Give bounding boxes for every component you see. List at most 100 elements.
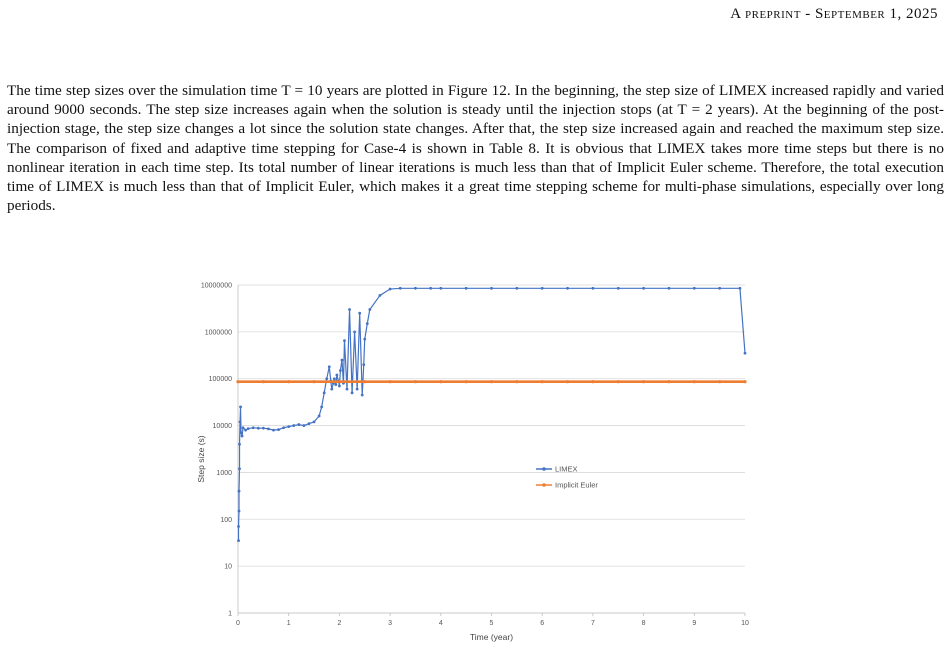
data-point	[340, 358, 344, 362]
series-limex	[237, 286, 747, 543]
data-point	[378, 293, 382, 297]
data-point	[353, 330, 357, 334]
data-point	[246, 427, 250, 431]
x-tick-label: 6	[540, 620, 544, 627]
x-tick-label: 10	[741, 620, 749, 627]
data-point	[345, 387, 349, 391]
data-point	[237, 539, 240, 543]
data-point	[429, 286, 433, 290]
data-point	[360, 393, 364, 397]
step-size-figure: 1 10 100 1000 10000 100000 1000000 10000000 0 1 2 3…	[190, 278, 770, 650]
data-point	[388, 287, 392, 291]
data-point	[292, 424, 296, 427]
data-point	[489, 380, 494, 384]
y-axis-title: Step size (s)	[196, 435, 206, 482]
data-point	[307, 422, 311, 426]
data-point	[566, 286, 569, 290]
x-tick-label: 5	[490, 620, 494, 627]
data-point	[515, 380, 519, 384]
data-point	[339, 369, 342, 372]
data-point	[237, 509, 241, 513]
data-point	[667, 286, 671, 290]
data-point	[261, 426, 265, 430]
data-point	[464, 286, 468, 290]
data-point	[490, 286, 493, 290]
data-point	[365, 322, 369, 326]
data-point	[398, 286, 402, 290]
x-axis-title: Time (year)	[470, 632, 513, 642]
y-tick-label: 1000000	[205, 329, 232, 336]
data-point	[350, 391, 354, 395]
body-paragraph: The time step sizes over the simulation …	[7, 82, 944, 215]
data-point	[272, 428, 275, 432]
data-point	[642, 286, 645, 290]
running-head: A preprint - September 1, 2025	[730, 6, 938, 22]
data-point	[616, 286, 620, 290]
data-point	[256, 426, 260, 430]
x-tick-label: 3	[388, 620, 392, 627]
data-point	[591, 380, 595, 384]
data-point	[287, 425, 291, 429]
data-point	[335, 373, 339, 377]
data-point	[464, 380, 468, 384]
data-point	[312, 380, 316, 384]
data-point	[692, 286, 696, 290]
data-point	[337, 380, 341, 384]
legend-entry: LIMEX	[536, 465, 578, 474]
data-point	[743, 380, 747, 384]
data-point	[251, 426, 255, 430]
data-point	[325, 377, 329, 381]
y-tick-label: 10	[224, 564, 232, 571]
data-point	[237, 489, 241, 493]
data-point	[368, 308, 372, 311]
x-tick-label: 2	[337, 620, 341, 627]
x-tick-label: 0	[236, 620, 240, 627]
data-point	[338, 384, 341, 388]
data-point	[642, 380, 646, 384]
data-point	[363, 380, 367, 384]
x-tick-label: 7	[591, 620, 595, 627]
data-point	[277, 428, 280, 432]
data-point	[237, 525, 240, 528]
data-point	[355, 387, 359, 391]
data-point	[332, 377, 336, 381]
data-point	[343, 339, 346, 343]
data-point	[282, 426, 286, 430]
series-implicit-euler	[236, 380, 747, 384]
data-point	[297, 423, 301, 426]
data-point	[322, 391, 326, 395]
data-point	[261, 380, 265, 384]
data-point	[718, 380, 722, 384]
y-tick-label: 100	[220, 517, 232, 524]
legend-swatch-marker	[542, 467, 546, 471]
x-tick-label: 8	[642, 620, 646, 627]
data-point	[363, 337, 367, 341]
y-tick-label: 100000	[209, 376, 232, 383]
data-point	[244, 428, 248, 432]
legend-label: Implicit Euler	[555, 481, 598, 490]
legend-entry: Implicit Euler	[536, 481, 598, 490]
data-point	[330, 387, 334, 391]
data-point	[388, 380, 392, 384]
data-point	[238, 420, 242, 424]
data-point	[540, 286, 544, 290]
data-point	[743, 351, 747, 355]
data-point	[334, 383, 338, 386]
x-tick-label: 4	[439, 620, 443, 627]
data-point	[565, 380, 570, 384]
data-point	[317, 414, 321, 418]
data-point	[439, 286, 443, 290]
data-point	[236, 380, 240, 384]
y-tick-label: 1000	[216, 470, 232, 477]
x-tick-label: 1	[287, 620, 291, 627]
data-point	[591, 286, 595, 290]
data-point	[718, 286, 722, 290]
x-tick-label: 9	[692, 620, 696, 627]
data-point	[439, 380, 443, 384]
data-point	[692, 380, 696, 384]
data-point	[267, 427, 270, 431]
legend-label: LIMEX	[555, 465, 578, 474]
data-point	[667, 380, 671, 384]
data-point	[327, 365, 331, 369]
